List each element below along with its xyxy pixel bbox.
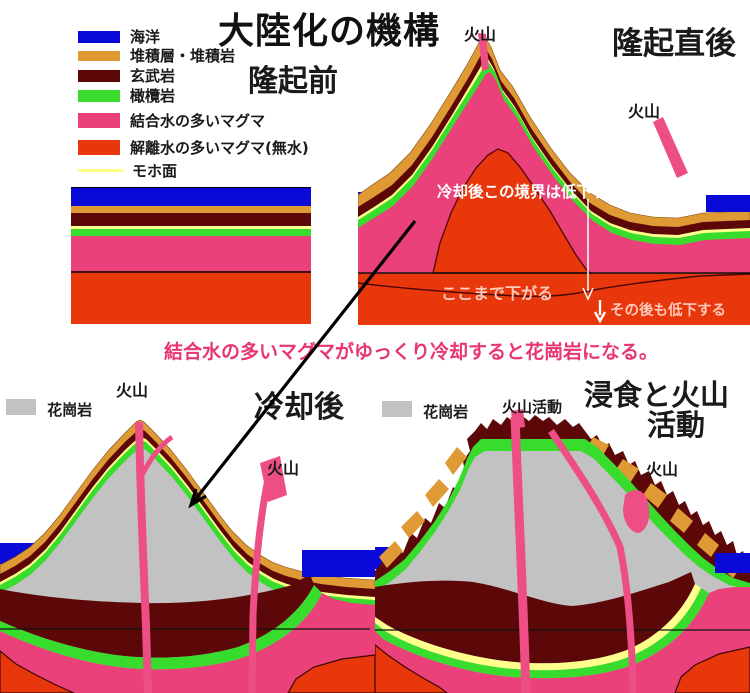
volcano-label-right: 火山 <box>628 102 661 121</box>
sediment-patch <box>643 483 667 508</box>
legend-label: 海洋 <box>130 28 161 46</box>
legend-item-sediment: 堆積層・堆積岩 <box>78 45 235 66</box>
legend-item-basalt: 玄武岩 <box>78 65 175 86</box>
page-title: 大陸化の機構 <box>218 11 441 52</box>
lowered-boundary-line <box>358 273 750 298</box>
granite-legend-cooling: 花崗岩 <box>6 399 92 420</box>
ocean-layer <box>71 187 311 206</box>
ocean-swatch <box>78 30 120 43</box>
boundary-note: 冷却後この境界は低下する <box>437 183 624 201</box>
central-dike <box>135 421 152 693</box>
anhydrous-magma-right <box>287 654 375 693</box>
legend-label: 橄欖岩 <box>130 87 176 105</box>
before-uplift-layer-stack <box>71 187 311 324</box>
ocean-right <box>302 550 375 577</box>
drop-arrow-head <box>582 287 594 301</box>
legend-label: 堆積層・堆積岩 <box>130 47 236 65</box>
cooling-cross-section <box>0 419 375 693</box>
volcano-label-right: 火山 <box>267 459 300 478</box>
anhydrous-magma-base <box>358 273 750 325</box>
panel-title-erosion-line2: 活動 <box>647 408 706 442</box>
further-drop-note: その後も低下する <box>610 303 726 319</box>
panel-title-before-uplift: 隆起前 <box>248 64 338 99</box>
hydrous-magma-swatch <box>78 113 120 128</box>
central-dike <box>510 416 531 693</box>
volcanic-activity-label: 火山活動 <box>502 398 563 416</box>
anhydrous-magma-left <box>375 644 448 693</box>
granite-label: 花崗岩 <box>47 401 93 419</box>
granite-caption: 結合水の多いマグマがゆっくり冷却すると花崗岩になる。 <box>164 341 659 363</box>
panel-title-after-cooling: 冷却後 <box>254 390 344 425</box>
anhydrous-magma-dome <box>432 148 592 274</box>
legend-item-peridotite: 橄欖岩 <box>78 85 175 106</box>
anhydrous-magma-right <box>674 646 750 693</box>
peridotite-layer <box>71 229 311 236</box>
legend-label: 玄武岩 <box>130 67 176 85</box>
hydrous-magma-base <box>0 593 375 693</box>
legend-item-ocean: 海洋 <box>78 26 160 47</box>
basalt-basin <box>375 572 695 664</box>
summit-dike <box>478 33 489 71</box>
sediment-patch <box>425 479 449 507</box>
drop-note: ここまで下がる <box>441 284 554 303</box>
sediment-patch <box>615 459 639 483</box>
uplift-cross-section <box>358 33 750 325</box>
sediment-patch <box>445 447 467 475</box>
volcano-label-right: 火山 <box>646 460 679 479</box>
sediment-swatch <box>78 50 120 61</box>
sediment-patch <box>379 541 403 568</box>
basalt-swatch <box>78 69 120 82</box>
legend-label: 結合水の多いマグマ <box>130 112 266 130</box>
ocean-right <box>706 195 750 212</box>
ocean-right <box>715 553 750 573</box>
panel-title-after-uplift: 隆起直後 <box>612 26 736 62</box>
legend-label: 解離水の多いマグマ(無水) <box>130 139 309 157</box>
anhydrous-magma-layer <box>71 273 311 324</box>
peridotite-swatch <box>78 89 120 102</box>
granite-swatch <box>6 399 36 415</box>
panel-title-erosion-line1: 浸食と火山 <box>584 378 730 412</box>
legend-label: モホ面 <box>132 162 178 180</box>
flank-dike-blob <box>623 490 650 533</box>
granite-legend-erosion: 花崗岩 <box>382 401 468 422</box>
volcano-label-top: 火山 <box>116 381 149 400</box>
peridotite-arc <box>0 585 322 670</box>
further-drop-arrow-head <box>593 311 607 324</box>
branch-dike <box>139 434 174 477</box>
anhydrous-magma-swatch <box>78 140 120 155</box>
sediment-layer <box>71 206 311 213</box>
flank-dike <box>653 117 688 178</box>
second-dike <box>548 429 637 693</box>
moho-line-swatch <box>78 169 124 172</box>
erosion-cross-section <box>375 409 750 693</box>
granite-swatch <box>382 401 412 417</box>
sediment-patch <box>401 511 425 538</box>
volcano-label-top: 火山 <box>464 25 497 44</box>
hydrous-magma-base <box>375 587 750 693</box>
legend-item-anhydrous-magma: 解離水の多いマグマ(無水) <box>78 137 309 158</box>
sediment-patch <box>697 533 719 557</box>
granite-label: 花崗岩 <box>423 403 469 421</box>
basalt-basin <box>0 574 314 658</box>
sediment-patch <box>670 508 693 533</box>
legend-item-moho: モホ面 <box>78 160 177 181</box>
hydrous-magma-layer <box>71 236 311 271</box>
basalt-layer <box>71 213 311 226</box>
legend-item-hydrous-magma: 結合水の多いマグマ <box>78 110 265 131</box>
anhydrous-magma-left <box>0 650 75 693</box>
